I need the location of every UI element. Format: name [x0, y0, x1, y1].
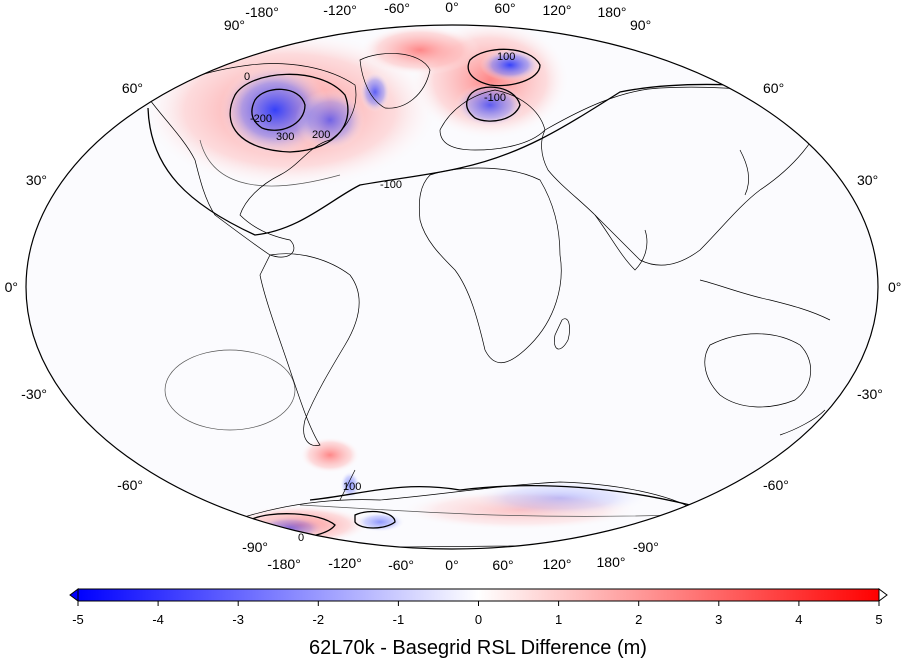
colorbar-tick-label: 0	[475, 612, 482, 627]
lat-label-left: -30°	[21, 386, 47, 402]
lat-label-left: 30°	[26, 172, 47, 188]
colorbar-tick-label: 5	[875, 612, 882, 627]
colorbar-low-arrow	[69, 588, 79, 602]
contour-label: 0	[244, 71, 250, 83]
colorbar-tick-label: -4	[152, 612, 164, 627]
lat-label-left: 90°	[224, 17, 245, 33]
lon-label-bottom: 180°	[597, 554, 626, 570]
lon-label-bottom: -120°	[328, 555, 362, 571]
contour-label: 300	[276, 131, 294, 143]
globe-outline	[25, 24, 879, 550]
right-latitude-labels: 90° 60° 30° 0° -30° -60° -90°	[630, 17, 901, 555]
contour-label: -200	[250, 113, 272, 125]
colorbar-tick-label: -1	[393, 612, 405, 627]
lon-label-top: -120°	[323, 2, 357, 18]
contour-label: 100	[497, 51, 515, 63]
colorbar-tick-label: -5	[72, 612, 84, 627]
colorbar-tick-label: 1	[555, 612, 562, 627]
contour-label: 200	[312, 129, 330, 141]
lat-label-right: -30°	[857, 386, 883, 402]
contour-thin	[164, 139, 681, 517]
contour-label: -100	[484, 92, 506, 104]
colorbar-ticks: -5 -4 -3 -2 -1 0 1 2 3 4 5	[72, 601, 883, 627]
left-latitude-labels: 90° 60° 30° 0° -30° -60° -90°	[5, 17, 268, 555]
lat-label-right: -90°	[633, 539, 659, 555]
colorbar-tick-label: 3	[715, 612, 722, 627]
lat-label-right: 90°	[630, 17, 651, 33]
field-shading	[140, 25, 650, 545]
contour-label: -100	[380, 179, 402, 191]
lon-label-top: 180°	[598, 4, 627, 20]
lat-label-right: 30°	[857, 172, 878, 188]
globe	[25, 24, 879, 550]
contour-bold	[147, 48, 878, 540]
colorbar-title: 62L70k - Basegrid RSL Difference (m)	[309, 637, 647, 659]
lon-label-top: -180°	[245, 4, 279, 20]
lon-label-top: -60°	[384, 0, 410, 16]
bottom-longitude-labels: -180° -120° -60° 0° 60° 120° 180°	[267, 554, 625, 573]
coastlines	[149, 53, 831, 549]
colorbar-tick-label: -3	[232, 612, 244, 627]
lon-label-bottom: -60°	[388, 557, 414, 573]
lon-label-bottom: 0°	[445, 557, 458, 573]
lat-label-left: -90°	[242, 539, 268, 555]
lon-label-top: 60°	[494, 0, 515, 16]
contour-label: 100	[343, 481, 361, 493]
lat-label-right: -60°	[763, 477, 789, 493]
colorbar-gradient	[77, 588, 880, 602]
lat-label-left: -60°	[117, 477, 143, 493]
colorbar-tick-label: 2	[635, 612, 642, 627]
lat-label-right: 60°	[763, 80, 784, 96]
contour-label: 0	[298, 532, 304, 544]
lon-label-top: 0°	[445, 0, 458, 15]
contour-labels: 100 0 -100 -200 300 200 -100 0 100	[244, 51, 515, 544]
lat-label-right: 0°	[888, 279, 901, 295]
colorbar-tick-label: 4	[795, 612, 802, 627]
colorbar-high-arrow	[878, 588, 888, 602]
lon-label-bottom: -180°	[267, 556, 301, 572]
lon-label-top: 120°	[543, 2, 572, 18]
colorbar-tick-label: -2	[313, 612, 325, 627]
colorbar: -5 -4 -3 -2 -1 0 1 2 3 4 5 62L70k - Basegrid RSL D…	[69, 588, 888, 659]
top-longitude-labels: -180° -120° -60° 0° 60° 120° 180°	[245, 0, 626, 20]
lon-label-bottom: 120°	[543, 556, 572, 572]
lat-label-left: 0°	[5, 279, 18, 295]
lon-label-bottom: 60°	[492, 557, 513, 573]
lat-label-left: 60°	[122, 80, 143, 96]
